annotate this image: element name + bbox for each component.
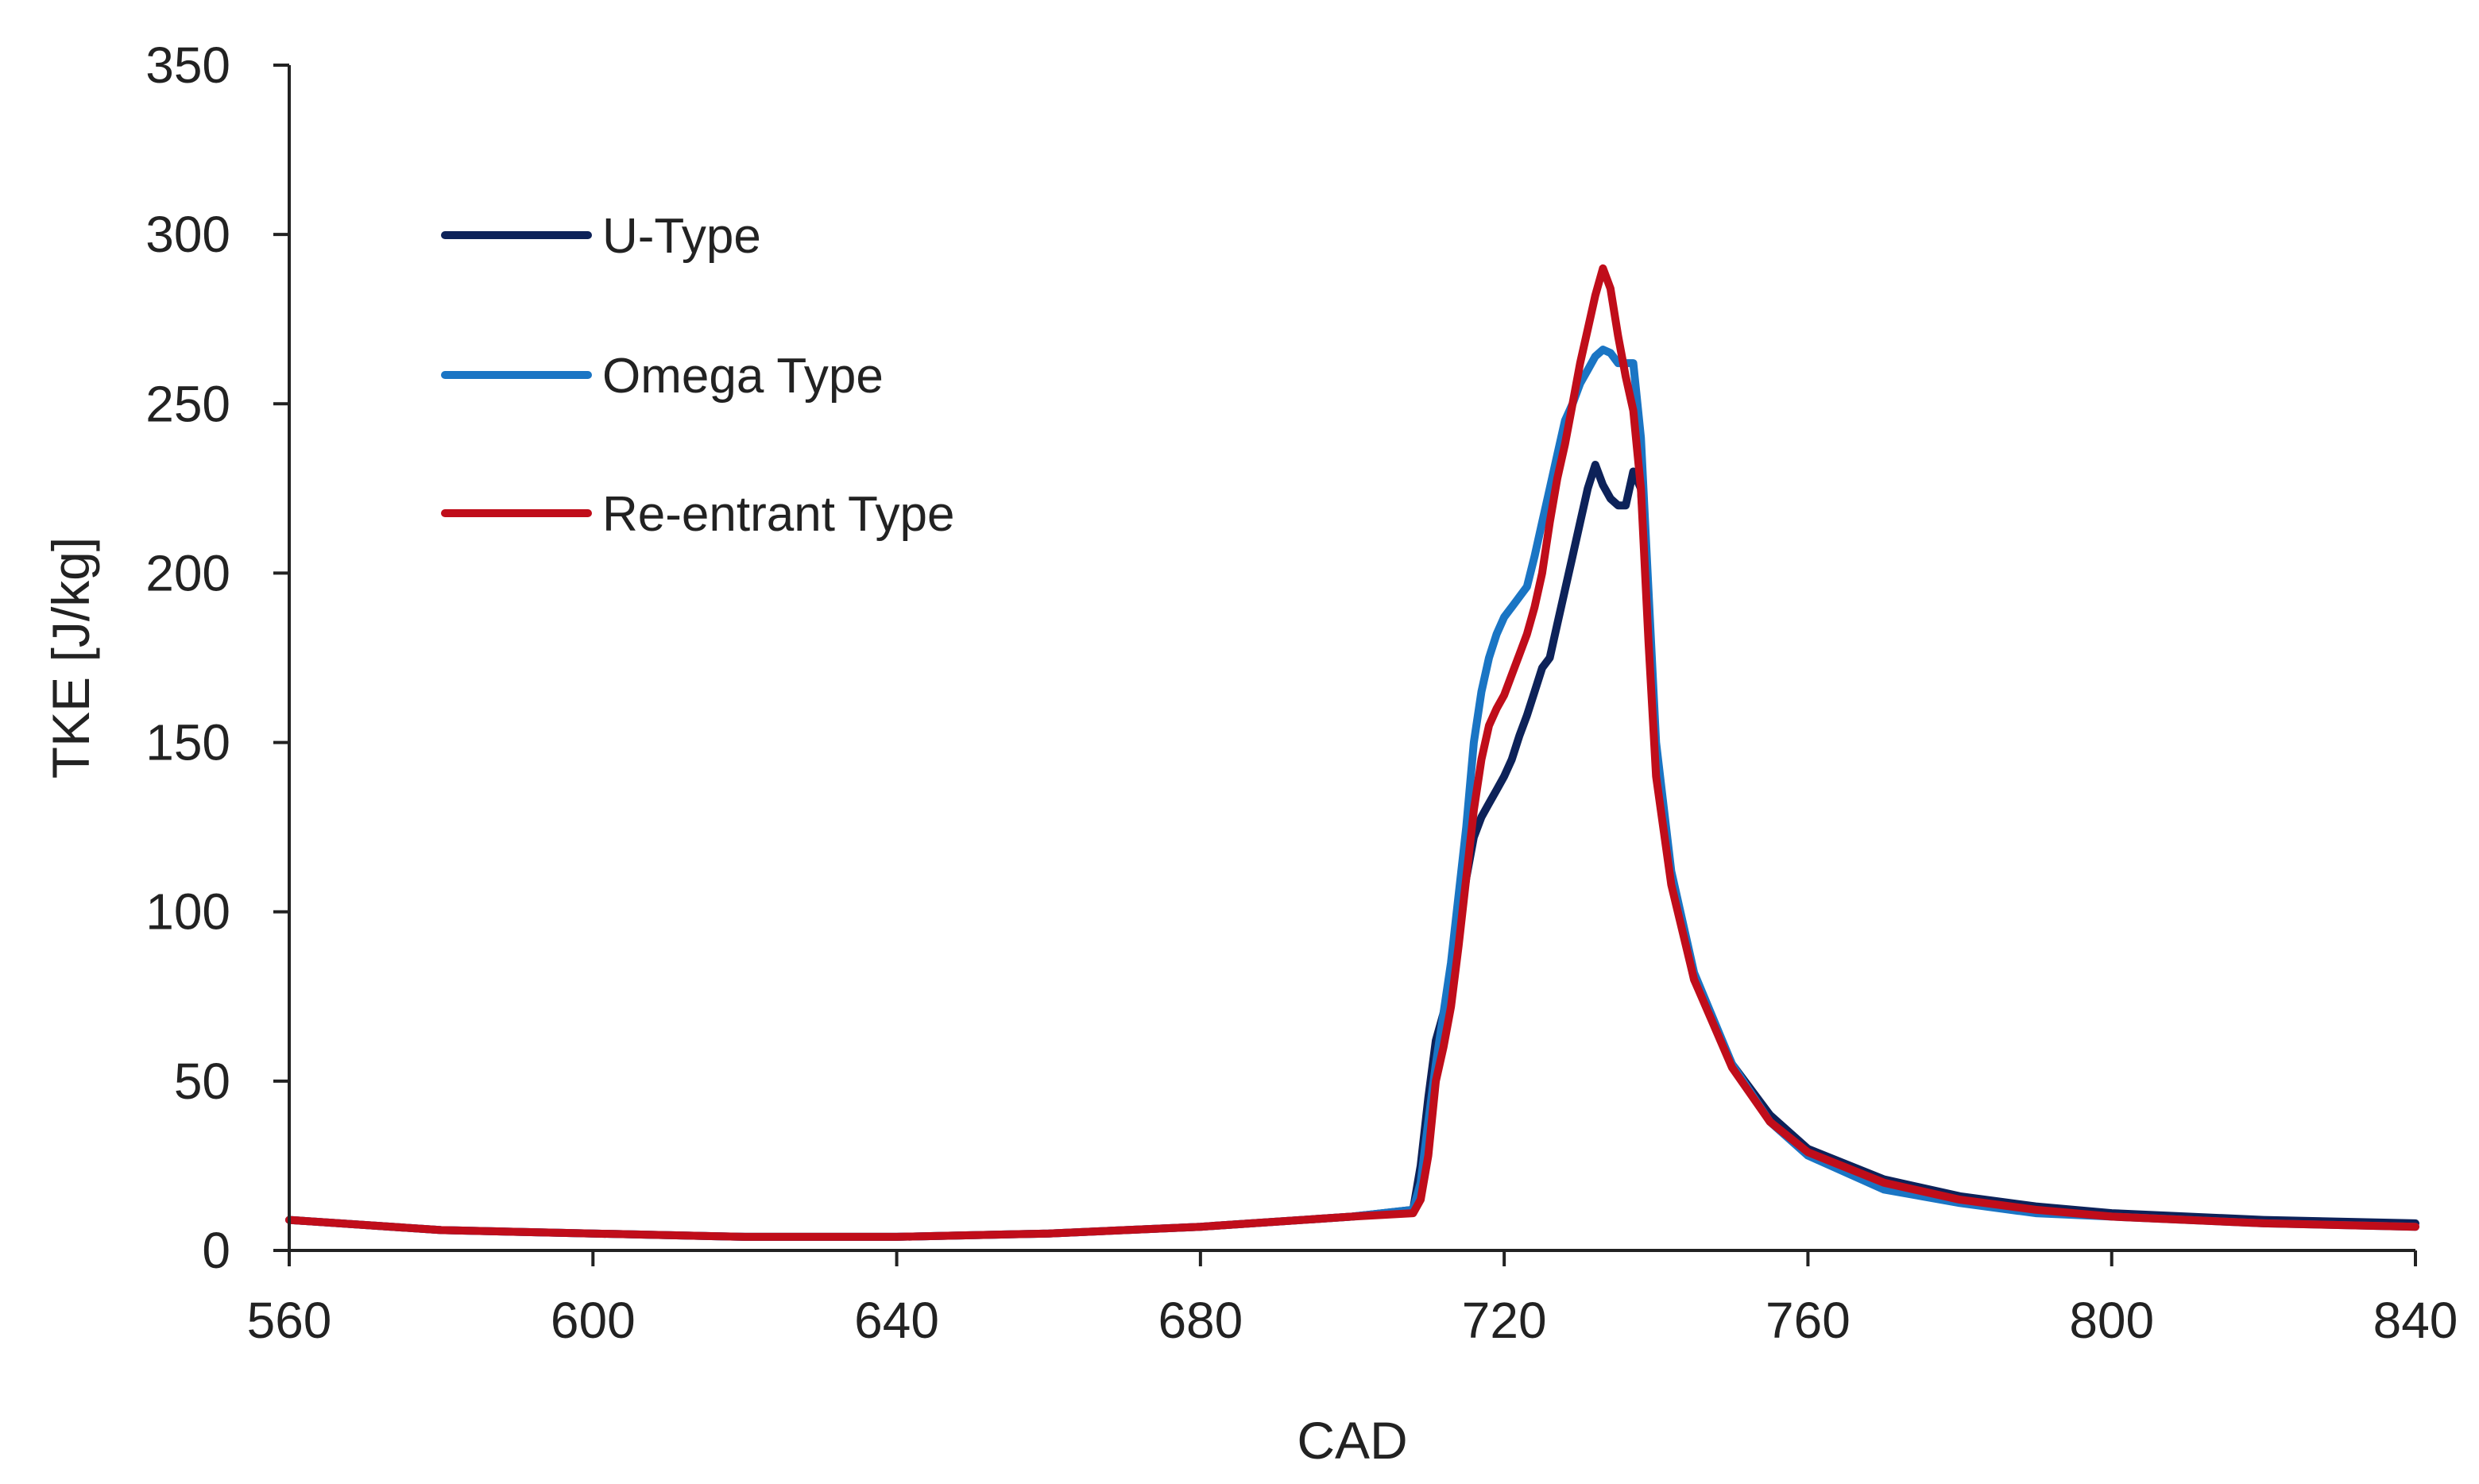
axis-layer: 0 50 100 150 200 250 300 350 560 600 640 680 720 760 8… bbox=[145, 37, 2458, 1349]
y-tick-label: 250 bbox=[145, 375, 230, 432]
series-layer bbox=[285, 264, 2419, 1241]
x-tick-label: 760 bbox=[1765, 1292, 1851, 1349]
y-tick-label: 100 bbox=[145, 883, 230, 941]
x-tick-label: 840 bbox=[2373, 1292, 2458, 1349]
series-line-2 bbox=[285, 264, 2419, 1241]
y-tick-label: 300 bbox=[145, 206, 230, 263]
x-tick-label: 560 bbox=[247, 1292, 332, 1349]
x-tick-label: 640 bbox=[854, 1292, 939, 1349]
x-tick-label: 720 bbox=[1462, 1292, 1547, 1349]
x-tick-label: 800 bbox=[2069, 1292, 2154, 1349]
y-tick-label: 0 bbox=[202, 1222, 230, 1279]
x-axis-title: CAD bbox=[1297, 1411, 1407, 1470]
y-tick-label: 200 bbox=[145, 544, 230, 601]
y-tick-label: 350 bbox=[145, 37, 230, 94]
y-tick-label: 150 bbox=[145, 714, 230, 771]
x-tick-label: 680 bbox=[1158, 1292, 1243, 1349]
legend-label-2: Re-entrant Type bbox=[602, 487, 954, 542]
y-tick-label: 50 bbox=[174, 1053, 230, 1110]
legend: U-Type Omega Type Re-entrant Type bbox=[441, 209, 954, 542]
legend-label-1: Omega Type bbox=[602, 349, 884, 404]
x-tick-label: 600 bbox=[551, 1292, 636, 1349]
y-axis-title: TKE [J/kg] bbox=[41, 537, 100, 779]
legend-label-0: U-Type bbox=[602, 209, 761, 264]
